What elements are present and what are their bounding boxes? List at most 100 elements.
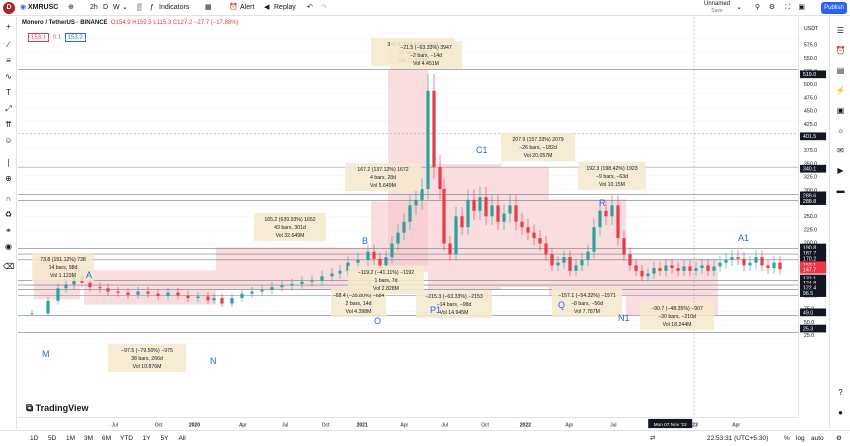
price-tag [799, 243, 827, 252]
pattern-icon[interactable]: ⤢ [5, 104, 12, 113]
wave-label[interactable]: B [362, 236, 368, 246]
settings-icon[interactable]: ⚙ [768, 4, 775, 11]
candle-body [366, 251, 370, 260]
chart-settings-icon[interactable]: ⚙ [836, 435, 842, 442]
layout-name[interactable]: Unnamed Save [703, 1, 730, 14]
time-axis[interactable]: Jul Oct 2020 Apr Jul Oct 2021 Apr Jul Oct 2022 Apr J… [18, 417, 798, 429]
brush-icon[interactable]: ∿ [5, 72, 12, 81]
measure-annotation[interactable] [108, 344, 186, 372]
range-5d[interactable]: 5D [48, 435, 57, 442]
wave-label[interactable]: Q [558, 300, 565, 310]
user-avatar[interactable]: D [3, 2, 15, 14]
wave-label[interactable]: O [374, 316, 381, 326]
interval-d[interactable]: D [103, 4, 109, 11]
symbol-name[interactable]: XMRUSC [28, 4, 59, 11]
range-5y[interactable]: 5Y [160, 435, 169, 442]
goto-date-icon[interactable]: ⇄ [650, 435, 656, 442]
measure-annotation[interactable] [345, 163, 421, 191]
trend-line-icon[interactable]: ∕ [7, 40, 10, 49]
interval-2h[interactable]: 2h [90, 4, 98, 11]
chat-icon[interactable]: ✉ [837, 146, 844, 155]
percent-toggle[interactable]: % [784, 435, 790, 442]
measure-annotation[interactable] [640, 302, 714, 330]
auto-toggle[interactable]: auto [811, 435, 824, 442]
indicators-icon[interactable]: ƒ [150, 4, 154, 11]
ideas-icon[interactable]: ☼ [836, 126, 845, 135]
measure-annotation[interactable] [348, 266, 424, 294]
text-tool-icon[interactable]: T [6, 88, 11, 97]
log-toggle[interactable]: log [796, 435, 805, 442]
range-1y[interactable]: 1Y [142, 435, 151, 442]
range-ytd[interactable]: YTD [120, 435, 133, 442]
wave-label[interactable]: A [86, 270, 92, 280]
alert-icon[interactable]: ⏰ [229, 4, 238, 11]
measure-annotation[interactable] [416, 290, 492, 318]
range-all[interactable]: All [178, 435, 186, 442]
wave-label[interactable]: C1 [476, 145, 488, 155]
indicators-button[interactable]: Indicators [159, 4, 190, 11]
range-3m[interactable]: 3M [84, 435, 94, 442]
wave-label[interactable]: M [42, 349, 50, 359]
measure-annotation[interactable] [390, 41, 462, 69]
wave-label[interactable]: N1 [618, 313, 630, 323]
alerts-panel-icon[interactable]: ⏰ [835, 46, 846, 55]
legend-symbol[interactable]: Monero / TetherUS · BINANCE [22, 20, 108, 26]
interval-w[interactable]: W [113, 4, 120, 11]
eye-icon[interactable]: ◉ [5, 242, 12, 251]
sell-price[interactable]: 153.1 [28, 33, 50, 42]
measure-icon[interactable]: ∣ [6, 158, 11, 167]
streams-icon[interactable]: ▶ [837, 166, 844, 175]
measure-annotation[interactable] [578, 162, 646, 190]
screenshot-icon[interactable]: ▣ [798, 4, 805, 11]
notifications-icon[interactable]: ● [838, 408, 843, 417]
wave-label[interactable]: N [210, 356, 217, 366]
measure-annotation[interactable] [501, 133, 575, 161]
ruler-icon[interactable]: ⇈ [5, 120, 12, 129]
wave-label[interactable]: R [599, 198, 606, 208]
measure-annotation[interactable] [254, 213, 326, 241]
crosshair-icon[interactable]: + [6, 22, 11, 31]
replay-button[interactable]: Replay [274, 4, 296, 11]
publish-button[interactable]: Publish [821, 2, 847, 14]
undo-icon[interactable]: ↶ [307, 4, 313, 11]
compare-add-icon[interactable]: ⊕ [68, 4, 74, 11]
alert-button[interactable]: Alert [240, 4, 255, 11]
interval-dropdown-icon[interactable]: ⌄ [122, 4, 128, 11]
quick-search-icon[interactable]: ⚲ [754, 4, 760, 11]
price-tick-label: 425.0 [804, 122, 817, 128]
magnet-icon[interactable]: ∩ [5, 194, 12, 203]
time-tick-label: Jul [111, 422, 117, 428]
measure-annotation[interactable] [32, 253, 94, 281]
clock-readout[interactable]: 22:53:31 (UTC+5:30) [707, 435, 769, 442]
range-6m[interactable]: 6M [102, 435, 112, 442]
help-icon[interactable]: ? [838, 388, 843, 397]
price-chart[interactable]: 73.8 (151.12%) 738 14 bars, 98d Vol 1.123M… [18, 17, 798, 416]
wave-label[interactable]: P1 [430, 305, 441, 315]
data-window-icon[interactable]: ▤ [836, 66, 845, 75]
trash-icon[interactable]: ⌫ [3, 262, 15, 271]
lock-icon[interactable]: ♻ [4, 210, 13, 219]
hotlist-icon[interactable]: ⚡ [835, 86, 846, 95]
layout-menu-icon[interactable]: ⌄ [736, 4, 742, 11]
fullscreen-icon[interactable]: ⛶ [785, 4, 790, 11]
replay-icon[interactable]: ◀ [264, 4, 270, 11]
zoom-in-icon[interactable]: ⊕ [5, 174, 12, 183]
layout-grid-icon[interactable]: ▦ [205, 4, 212, 11]
currency-label[interactable]: USDT [804, 26, 819, 32]
range-1d[interactable]: 1D [30, 435, 39, 442]
fib-retracement-icon[interactable]: ≡ [6, 56, 11, 65]
range-1m[interactable]: 1M [66, 435, 76, 442]
lock-drawings-icon[interactable]: ⚭ [5, 226, 12, 235]
symbol-search-icon[interactable]: ◉ [20, 4, 27, 11]
buy-price[interactable]: 153.2 [64, 33, 86, 42]
emoji-icon[interactable]: ☺ [4, 136, 13, 145]
watchlist-icon[interactable]: ☰ [836, 26, 845, 35]
calendar-icon[interactable]: ▣ [836, 106, 845, 115]
measure-annotation[interactable] [552, 289, 622, 317]
chart-type-icon[interactable]: ▒ [137, 4, 142, 11]
redo-icon[interactable]: ↷ [321, 4, 327, 11]
price-axis[interactable]: USDT575.0550.0525.0500.0475.0450.0425.04… [798, 17, 829, 416]
annotation-text: −9 bars, −63d [596, 174, 628, 180]
wave-label[interactable]: A1 [738, 233, 749, 243]
news-icon[interactable]: ▬ [836, 186, 845, 195]
